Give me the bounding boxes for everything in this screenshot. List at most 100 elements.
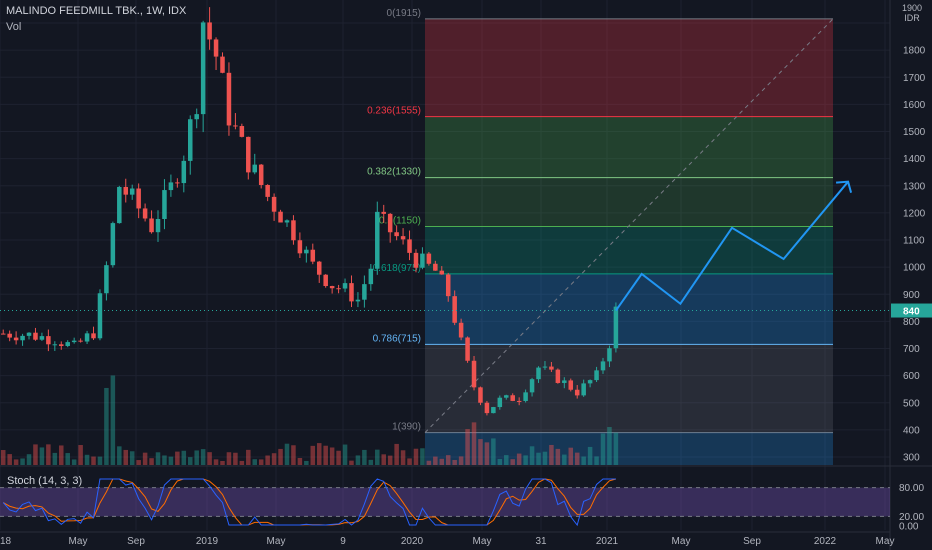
candle-body bbox=[207, 22, 212, 40]
price-tick-label: 1800 bbox=[903, 46, 926, 57]
volume-bar bbox=[110, 375, 116, 465]
volume-bar bbox=[587, 446, 593, 465]
stoch-band bbox=[0, 487, 890, 517]
volume-bar bbox=[194, 450, 199, 465]
volume-bar bbox=[252, 459, 258, 465]
volume-bar bbox=[581, 456, 586, 465]
candle-body bbox=[362, 284, 367, 300]
fib-zone bbox=[425, 273, 833, 345]
volume-bar bbox=[504, 455, 509, 465]
price-tick-label: 700 bbox=[903, 344, 920, 355]
volume-bar bbox=[265, 455, 270, 465]
price-tick-label: 1100 bbox=[903, 236, 925, 247]
time-tick-label: 2021 bbox=[596, 536, 619, 547]
candle-body bbox=[91, 333, 96, 339]
candle-body bbox=[607, 348, 612, 362]
candle-body bbox=[433, 263, 438, 271]
volume-bar bbox=[13, 459, 19, 465]
candle-body bbox=[246, 136, 251, 173]
volume-bar bbox=[497, 458, 503, 465]
candle-body bbox=[497, 397, 503, 408]
volume-bar bbox=[284, 443, 290, 465]
volume-bar bbox=[310, 445, 316, 465]
candle-body bbox=[233, 125, 238, 127]
candle-body bbox=[478, 387, 483, 403]
volume-bar bbox=[129, 451, 135, 465]
currency-top-tick: 1900 bbox=[901, 3, 923, 13]
time-tick-label: 9 bbox=[340, 536, 346, 547]
volume-bar bbox=[549, 444, 554, 465]
candle-body bbox=[491, 407, 496, 414]
volume-bar bbox=[20, 458, 25, 465]
volume-bar bbox=[246, 449, 251, 465]
volume-bar bbox=[439, 458, 445, 465]
volume-bar bbox=[420, 448, 425, 465]
volume-bar bbox=[433, 456, 438, 465]
price-tick-label: 1000 bbox=[903, 263, 926, 274]
volume-bar bbox=[329, 447, 335, 465]
candle-body bbox=[0, 333, 6, 335]
volume-bar bbox=[368, 459, 374, 465]
volume-bar bbox=[26, 454, 32, 465]
volume-bar bbox=[65, 453, 70, 465]
fib-level-label: 0.5(1150) bbox=[379, 215, 421, 226]
volume-bar bbox=[71, 459, 77, 465]
candle-body bbox=[471, 360, 477, 388]
volume-bar bbox=[155, 452, 161, 465]
volume-bar bbox=[555, 448, 561, 465]
time-tick-label: Sep bbox=[127, 536, 145, 547]
volume-bar bbox=[471, 422, 477, 465]
stoch-tick-label: 20.00 bbox=[899, 512, 924, 523]
candle-body bbox=[271, 196, 277, 212]
volume-label: Vol bbox=[6, 21, 22, 33]
candle-body bbox=[400, 236, 406, 240]
volume-bar bbox=[458, 456, 464, 465]
candle-body bbox=[568, 380, 574, 390]
candle-body bbox=[510, 395, 515, 401]
volume-bar bbox=[349, 460, 354, 465]
fib-level-label: 0.236(1555) bbox=[367, 106, 421, 117]
volume-bar bbox=[297, 457, 303, 465]
price-tick-label: 1600 bbox=[903, 100, 926, 111]
candle-body bbox=[278, 211, 283, 223]
candle-body bbox=[445, 274, 451, 297]
price-tick-label: 800 bbox=[903, 317, 920, 328]
candle-body bbox=[110, 223, 116, 266]
candle-body bbox=[258, 164, 264, 185]
volume-bar bbox=[187, 457, 193, 465]
volume-bar bbox=[381, 454, 386, 465]
fib-trend-line bbox=[424, 18, 834, 433]
volume-bar bbox=[39, 447, 45, 465]
volume-bar bbox=[523, 455, 528, 465]
time-tick-label: 2018 bbox=[0, 536, 12, 547]
price-tick-label: 300 bbox=[903, 453, 920, 464]
volume-bar bbox=[117, 446, 122, 465]
volume-bar bbox=[207, 452, 212, 465]
candle-body bbox=[117, 186, 122, 224]
volume-bar bbox=[400, 450, 406, 465]
fib-zone bbox=[425, 177, 833, 227]
volume-bar bbox=[226, 452, 232, 465]
candle-body bbox=[342, 283, 348, 289]
volume-bar bbox=[91, 456, 96, 465]
candle-body bbox=[168, 182, 174, 191]
candle-body bbox=[439, 270, 445, 275]
candle-body bbox=[297, 240, 303, 254]
volume-bar bbox=[568, 447, 574, 465]
volume-bar bbox=[200, 449, 206, 465]
candle-body bbox=[194, 114, 199, 120]
volume-bar bbox=[97, 456, 103, 465]
candle-body bbox=[555, 369, 561, 383]
volume-bar bbox=[136, 460, 141, 465]
price-tick-label: 1300 bbox=[903, 181, 926, 192]
fib-zone bbox=[425, 18, 833, 117]
candle-body bbox=[355, 299, 361, 302]
time-tick-label: May bbox=[473, 536, 492, 547]
stoch-tick-label: 80.00 bbox=[899, 483, 924, 494]
last-price-label: 840 bbox=[903, 307, 920, 318]
candle-body bbox=[542, 366, 548, 368]
candle-body bbox=[97, 293, 103, 339]
candle-body bbox=[200, 22, 206, 115]
fib-zone bbox=[425, 432, 833, 465]
